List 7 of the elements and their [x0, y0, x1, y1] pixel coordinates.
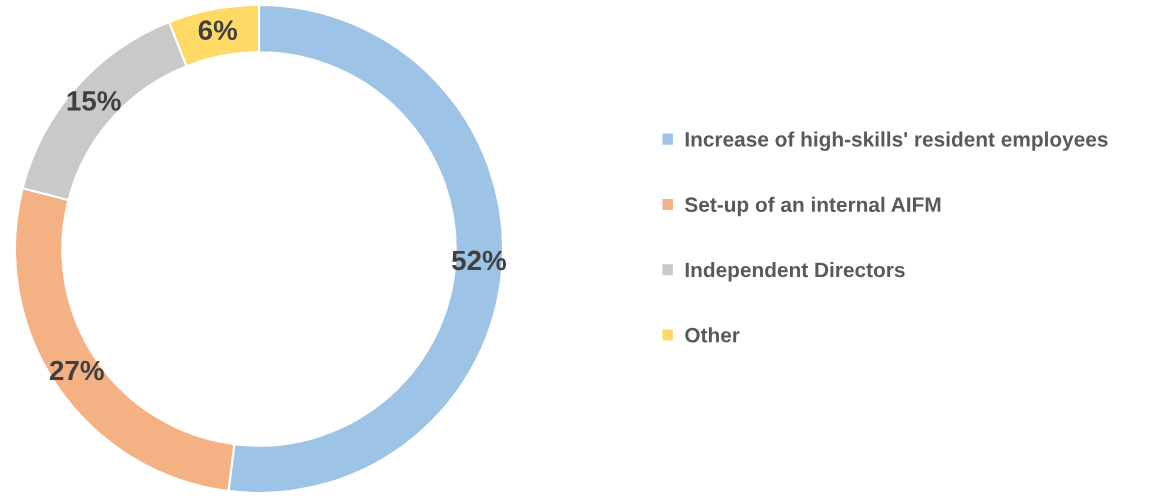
data-label: 6%: [198, 20, 238, 40]
legend-label: Independent Directors: [685, 262, 905, 282]
legend-label: Set-up of an internal AIFM: [684, 196, 941, 217]
legend-label: Other: [685, 327, 740, 343]
data-label: 15%: [67, 91, 121, 111]
legend-label: Increase of high-skills' resident employees: [685, 131, 1108, 151]
data-label: 27%: [49, 360, 104, 381]
